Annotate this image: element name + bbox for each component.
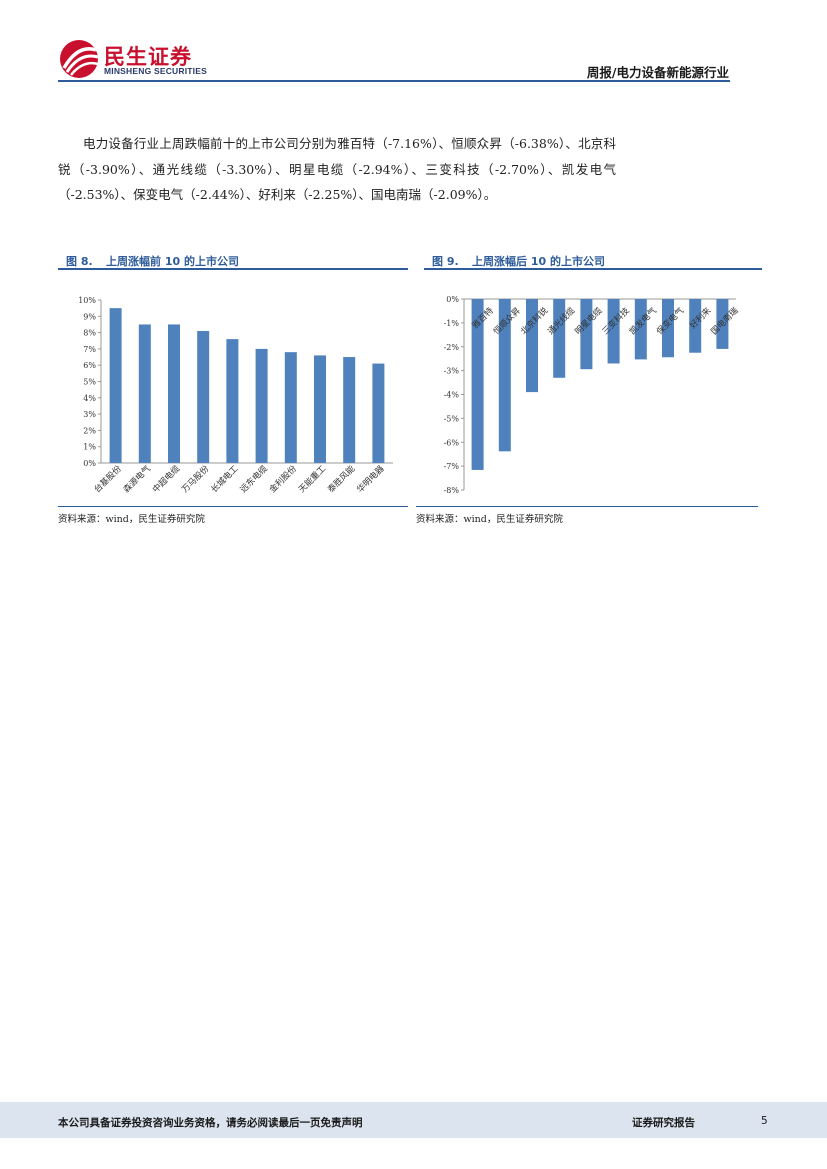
y-tick-label: 4% [83,394,96,403]
bar [689,299,702,353]
bar [716,299,729,349]
x-tick-label: 华明电器 [355,463,387,495]
x-tick-label: 金利股份 [267,463,299,495]
top10-gainers-chart: 0% 1% 2% 3% 4% 5% 6% 7% 8% 9% 10% 台基股份森源电气中超电缆万马股份长… [78,296,393,495]
y-tick-label: 0% [83,459,96,468]
bar [138,324,151,463]
y-tick-label: -6% [444,438,460,447]
figure-8-source: 资料来源：wind，民生证券研究院 [58,514,205,525]
y-tick-label: -7% [444,462,460,471]
y-tick-label: 3% [83,410,96,419]
top10-losers-chart: 0%-1%-2%-3%-4%-5%-6%-7%-8%雅百特恒顺众昇北京科锐通光线… [444,295,741,495]
figure-8-rule [58,268,408,270]
y-tick-label: 10% [78,296,96,305]
bar [662,299,674,358]
bar [526,299,538,393]
bar [553,299,566,378]
page-number: 5 [761,1115,768,1127]
bar [284,352,297,463]
bar [197,330,210,463]
bar [372,363,385,463]
bar [607,299,620,364]
bar [471,299,484,470]
y-tick-label: -8% [444,486,460,495]
y-tick-label: 8% [83,329,96,338]
header-divider [58,80,730,82]
bar [498,299,511,452]
y-tick-label: 7% [83,345,96,354]
bar [580,299,593,370]
footer-report-label: 证券研究报告 [632,1117,695,1129]
footer-bar [0,1102,827,1138]
figure-8-title: 上周涨幅前 10 的上市公司 [106,255,239,268]
y-tick-label: 0% [446,295,459,304]
logo-chinese-name: 民生证券 [104,45,192,69]
figure-9-source-rule [416,506,758,507]
bar [168,324,180,463]
bar [634,299,647,360]
logo-english-name: MINSHENG SECURITIES [104,66,207,76]
x-tick-label: 远东电缆 [238,463,270,495]
x-tick-label: 森源电气 [121,463,153,495]
logo-emblem-icon [60,40,99,78]
bar [255,348,268,463]
y-tick-label: 6% [83,361,96,370]
company-logo [58,38,218,80]
figure-9-title: 上周涨幅后 10 的上市公司 [472,255,605,268]
figure-9-source: 资料来源：wind，民生证券研究院 [416,514,563,525]
body-paragraph: 电力设备行业上周跌幅前十的上市公司分别为雅百特（-7.16%）、恒顺众昇（-6.… [58,136,616,202]
figure-8-source-rule [58,506,408,507]
figure-9-caption: 图 9. 上周涨幅后 10 的上市公司 [424,253,762,270]
figure-8-number: 图 8. [66,255,93,268]
figure-8-caption: 图 8. 上周涨幅前 10 的上市公司 [58,253,408,270]
x-tick-label: 泰胜风能 [325,463,357,495]
report-type: 周报/电力设备新能源行业 [586,65,729,80]
y-tick-label: 9% [83,312,96,321]
y-tick-label: -4% [444,391,460,400]
y-tick-label: 2% [83,426,96,435]
y-tick-label: -3% [444,367,460,376]
x-tick-label: 长城电工 [209,463,241,495]
y-tick-label: -1% [444,319,460,328]
x-tick-label: 天能重工 [296,463,328,495]
bar [343,357,356,463]
y-tick-label: -2% [444,343,460,352]
y-tick-label: -5% [444,414,460,423]
x-tick-label: 台基股份 [92,463,124,495]
bar [314,355,326,463]
x-tick-label: 中超电缆 [150,463,182,495]
bar [109,308,122,463]
figure-9-rule [424,268,762,270]
bar [226,339,239,463]
figure-9-number: 图 9. [432,255,459,268]
footer-disclaimer[interactable]: 本公司具备证券投资咨询业务资格，请务必阅读最后一页免责声明 [58,1117,363,1129]
x-tick-label: 万马股份 [179,463,211,495]
y-tick-label: 5% [83,378,96,387]
y-tick-label: 1% [83,443,96,452]
